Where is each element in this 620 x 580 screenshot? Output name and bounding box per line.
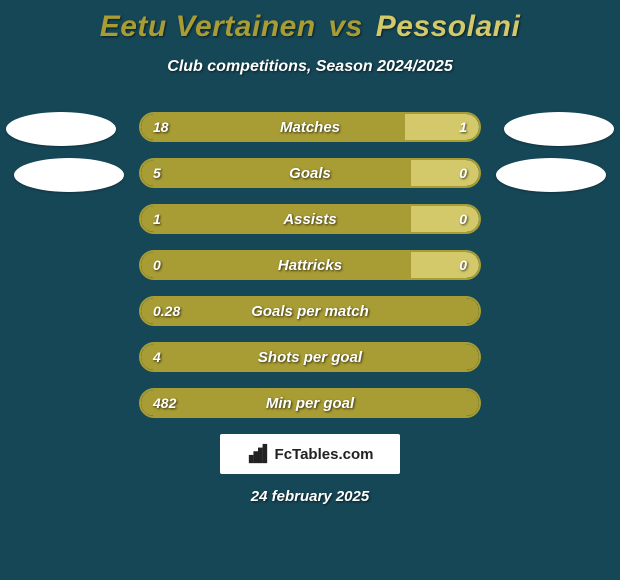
player1-badge-2 — [14, 158, 124, 192]
stat-label: Goals — [141, 160, 479, 186]
player1-name: Eetu Vertainen — [100, 10, 316, 43]
watermark-text: FcTables.com — [275, 446, 374, 463]
stat-label: Goals per match — [141, 298, 479, 324]
stat-row: 0.28Goals per match — [139, 296, 481, 326]
stat-label: Shots per goal — [141, 344, 479, 370]
vs-text: vs — [329, 10, 363, 43]
stat-row: 482Min per goal — [139, 388, 481, 418]
player1-badge-1 — [6, 112, 116, 146]
stat-row: 00Hattricks — [139, 250, 481, 280]
stat-row: 118Matches — [139, 112, 481, 142]
stat-row: 05Goals — [139, 158, 481, 188]
stat-label: Matches — [141, 114, 479, 140]
stat-row: 01Assists — [139, 204, 481, 234]
date-text: 24 february 2025 — [0, 488, 620, 505]
chart-icon — [247, 443, 269, 465]
stat-label: Assists — [141, 206, 479, 232]
stat-label: Min per goal — [141, 390, 479, 416]
stat-row: 4Shots per goal — [139, 342, 481, 372]
player2-badge-1 — [504, 112, 614, 146]
stat-label: Hattricks — [141, 252, 479, 278]
stats-arena: 118Matches 05Goals 01Assists 00Hattricks 0.2… — [0, 112, 620, 418]
watermark: FcTables.com — [220, 434, 400, 474]
player2-name: Pessolani — [376, 10, 521, 43]
comparison-title: Eetu Vertainen vs Pessolani — [0, 0, 620, 44]
subtitle: Club competitions, Season 2024/2025 — [0, 58, 620, 76]
player2-badge-2 — [496, 158, 606, 192]
stat-rows: 118Matches 05Goals 01Assists 00Hattricks 0.2… — [139, 112, 481, 418]
